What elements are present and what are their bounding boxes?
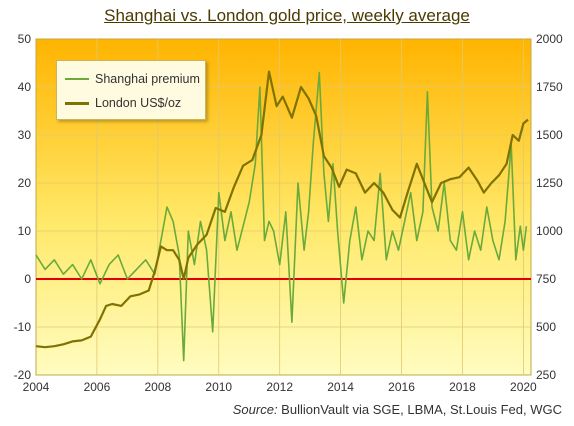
left-tick-label: 10 <box>18 224 32 238</box>
x-tick-label: 2008 <box>144 380 171 394</box>
source-text: BullionVault via SGE, LBMA, St.Louis Fed… <box>277 402 562 417</box>
legend-swatch-london-price <box>65 101 89 105</box>
x-tick-label: 2020 <box>510 380 537 394</box>
x-tick-label: 2018 <box>449 380 476 394</box>
series-line-london-price <box>35 70 529 349</box>
right-tick-label: 500 <box>536 320 556 334</box>
left-tick-label: 20 <box>18 176 32 190</box>
left-tick-label: 50 <box>18 32 32 46</box>
right-tick-label: 250 <box>536 368 556 382</box>
series-lines <box>35 70 529 362</box>
x-tick-label: 2012 <box>266 380 293 394</box>
right-tick-label: 1000 <box>536 224 563 238</box>
x-tick-label: 2006 <box>84 380 111 394</box>
source-note: Source: BullionVault via SGE, LBMA, St.L… <box>233 402 562 417</box>
right-tick-label: 750 <box>536 272 556 286</box>
left-tick-label: 40 <box>18 80 32 94</box>
right-tick-label: 1750 <box>536 80 563 94</box>
right-tick-label: 2000 <box>536 32 563 46</box>
right-tick-label: 1250 <box>536 176 563 190</box>
right-tick-label: 1500 <box>536 128 563 142</box>
x-tick-label: 2014 <box>327 380 354 394</box>
legend-swatch-shanghai-premium <box>65 78 89 80</box>
chart-title: Shanghai vs. London gold price, weekly a… <box>104 6 470 25</box>
tick-labels: -20 -10 0 10 20 30 40 50 250 500 750 1000 1250 1500 17… <box>14 32 563 394</box>
left-tick-label: -20 <box>14 368 32 382</box>
legend-label-shanghai-premium: Shanghai premium <box>95 72 200 86</box>
source-label: Source: <box>232 402 278 417</box>
x-tick-label: 2010 <box>205 380 232 394</box>
x-tick-label: 2016 <box>388 380 415 394</box>
legend-entry-london-price: London US$/oz <box>65 95 181 111</box>
left-tick-label: 0 <box>24 272 31 286</box>
legend-entry-shanghai-premium: Shanghai premium <box>65 71 200 87</box>
x-tick-label: 2004 <box>23 380 50 394</box>
legend-label-london-price: London US$/oz <box>95 96 182 110</box>
left-tick-label: -10 <box>14 320 32 334</box>
legend: Shanghai premium London US$/oz <box>56 60 206 120</box>
left-tick-label: 30 <box>18 128 32 142</box>
